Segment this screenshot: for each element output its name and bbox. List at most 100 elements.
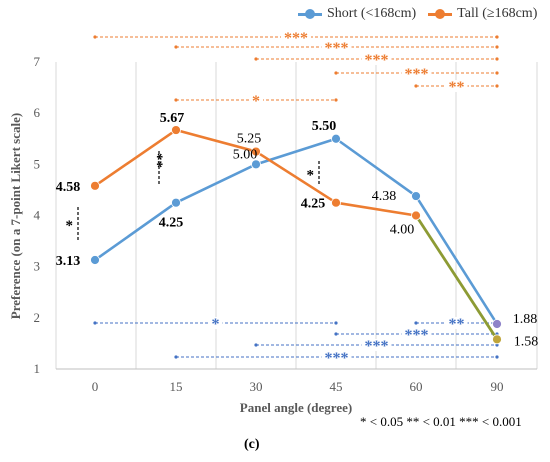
series-1-point-30 [251,146,261,157]
within-sig-label-15: ** [149,153,165,168]
data-label-0-30: 5.00 [233,147,258,162]
within-sig-label-0: * [66,218,74,234]
data-label-1-0: 4.58 [56,180,81,195]
tall-comparison-2-end-left [254,57,258,61]
tall-comparison-0-label-bg [281,31,311,43]
series-0-point-30 [251,159,261,170]
y-tick-label-3: 3 [34,259,41,274]
series-1-point-15 [171,125,181,135]
series-1-point-0 [90,180,100,191]
data-label-0-0: 3.13 [56,254,81,269]
series-0-point-60 [411,191,421,201]
tall-comparison-4-label-bg [445,80,468,92]
tall-comparison-3-label-bg [401,67,432,79]
figure-caption: (c) [244,437,260,452]
series-1-point-90 [492,334,502,345]
tall-comparison-5-label: * [252,93,260,110]
short-comparison-2-end-left [334,332,338,336]
tall-comparison-2-end-right [495,57,499,61]
short-comparison-0-label-bg [208,317,223,329]
legend-label-tall: Tall (≥168cm) [457,6,538,21]
tall-comparison-4-end-left [414,84,418,88]
tall-comparison-1-end-left [174,45,178,49]
x-tick-label-0: 0 [92,379,99,394]
short-comparison-4-end-right [495,355,499,359]
series-0-point-0 [90,255,100,265]
series-1-point-60 [411,210,421,221]
legend-item-short: Short (<168cm) [298,6,416,22]
tall-comparison-5-end-right [334,98,338,102]
tall-comparison-0-end-right [495,35,499,39]
x-tick-label-30: 30 [250,379,263,394]
tall-comparison-5-label-bg [249,94,263,106]
short-comparison-2-label: *** [405,327,429,344]
data-label-1-45: 4.25 [301,197,326,212]
y-axis-title: Preference (on a 7-point Likert scale) [8,113,23,319]
significance-key: * < 0.05 ** < 0.01 *** < 0.001 [360,414,522,429]
short-comparison-0-end-left [93,321,97,325]
tall-comparison-1-end-right [495,45,499,49]
short-comparison-3-label: *** [365,338,389,355]
x-tick-label-90: 90 [491,379,504,394]
y-tick-label-2: 2 [34,310,41,325]
short-comparison-2-label-bg [401,328,432,340]
data-label-1-30: 5.25 [237,132,262,147]
short-comparison-4-end-left [174,355,178,359]
data-label-0-15: 4.25 [159,216,184,231]
y-tick-label-4: 4 [34,208,41,223]
short-comparison-3-end-left [254,343,258,347]
y-tick-label-1: 1 [34,361,41,376]
legend-swatch-short [298,8,322,20]
tall-comparison-0-label: *** [284,30,308,47]
significance-brackets: **************** *************** [66,30,499,367]
series-1-point-45 [331,197,341,208]
short-comparison-4-label-bg [321,351,352,363]
short-comparison-1-end-left [414,321,418,325]
grid-lines [55,62,538,369]
tall-comparison-4-end-right [495,84,499,88]
y-tick-label-6: 6 [34,105,41,120]
data-label-1-60: 4.00 [390,223,415,238]
data-labels: 3.13 4.25 5.00 5.50 4.38 1.88 4.58 5.67 5.25 4.25… [56,111,539,349]
x-tick-label-45: 45 [330,379,343,394]
legend-item-tall: Tall (≥168cm) [428,6,537,22]
short-comparison-0-label: * [212,316,220,333]
series-line-overlap-segment [414,214,499,341]
series-0-point-90 [492,319,502,329]
tall-comparison-3-label: *** [405,66,429,83]
legend-swatch-tall [428,8,453,20]
short-comparison-1-label: ** [449,316,465,333]
short-comparison-1-label-bg [445,317,468,329]
tall-comparison-3-end-right [495,71,499,75]
data-label-0-90: 1.88 [513,312,538,327]
tall-comparison-5-end-left [174,98,178,102]
series-0-point-15 [171,197,181,208]
tall-comparison-2-label: *** [365,52,389,69]
legend: Short (<168cm) Tall (≥168cm) [298,4,549,24]
series-line-0 [94,137,499,325]
y-tick-label-7: 7 [34,54,41,69]
data-label-1-15: 5.67 [160,111,185,126]
within-sig-label-45: * [307,168,315,184]
x-axis-title: Panel angle (degree) [240,400,352,415]
legend-label-short: Short (<168cm) [327,6,417,21]
series-0-point-45 [331,133,341,144]
y-tick-label-5: 5 [34,156,41,171]
short-comparison-3-end-right [495,343,499,347]
data-label-0-45: 5.50 [312,119,337,134]
short-comparison-4-label: *** [325,350,349,367]
tall-comparison-0-end-left [93,35,97,39]
tall-comparison-1-label: *** [325,40,349,57]
tall-comparison-4-label: ** [449,79,465,96]
data-label-1-90: 1.58 [514,334,539,349]
tall-comparison-1-label-bg [321,41,352,53]
x-tick-label-15: 15 [170,379,183,394]
x-tick-label-60: 60 [410,379,423,394]
tall-comparison-3-end-left [334,71,338,75]
data-series [90,125,502,345]
data-label-0-60: 4.38 [372,189,397,204]
short-comparison-0-end-right [334,321,338,325]
short-comparison-3-label-bg [361,339,392,351]
